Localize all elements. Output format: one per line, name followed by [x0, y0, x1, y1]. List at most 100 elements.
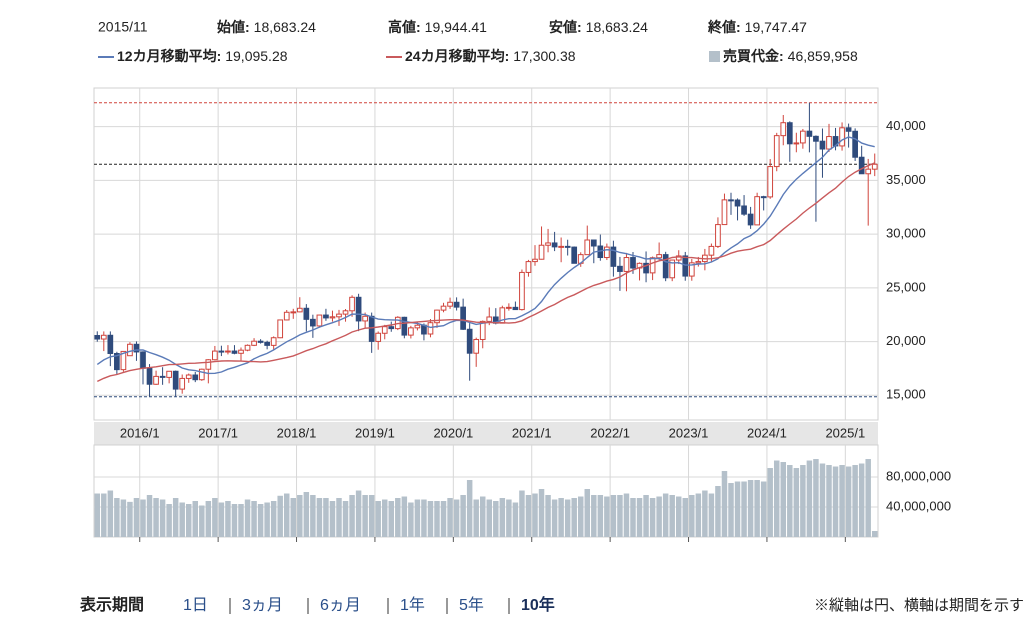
candle-body: [558, 245, 564, 248]
candle-body: [238, 349, 244, 354]
candle-body: [329, 316, 336, 319]
volume-bar: [185, 504, 192, 537]
readout-item-value: 19,747.47: [745, 19, 807, 35]
candle-body: [630, 257, 636, 269]
volume-bar: [493, 501, 499, 537]
candle-body: [826, 136, 832, 150]
volume-bar: [826, 465, 832, 537]
volume-bar: [564, 499, 571, 537]
volume-bar: [702, 490, 708, 537]
volume-bar: [264, 502, 270, 537]
x-tick-label: 2017/1: [198, 425, 238, 440]
readout-item-value: 18,683.24: [586, 19, 648, 35]
candle-body: [251, 340, 257, 346]
candle-body: [140, 351, 146, 369]
volume-bar: [767, 468, 773, 537]
candle-body: [388, 326, 395, 330]
candle-body: [355, 296, 362, 322]
readout-item: 終値: 19,747.47: [707, 19, 807, 35]
candle-body: [114, 352, 120, 371]
candle-body: [813, 135, 819, 142]
volume-bar: [858, 463, 865, 537]
candle-body: [120, 350, 127, 371]
volume-bar: [538, 489, 545, 537]
volume-bar: [270, 501, 277, 537]
readout-item-value: 18,683.24: [254, 19, 316, 35]
candle-body: [519, 271, 525, 311]
candle-body: [760, 196, 767, 199]
candle-body: [721, 199, 728, 226]
volume-bar: [656, 496, 662, 537]
candle-body: [231, 350, 238, 354]
legend-item-value: 46,859,958: [788, 48, 858, 64]
candle-body: [270, 337, 277, 346]
x-tick-label: 2022/1: [590, 425, 630, 440]
volume-bar: [669, 495, 675, 537]
volume-bar: [140, 499, 146, 537]
y-tick-label: 20,000: [886, 333, 926, 348]
volume-bar: [551, 499, 558, 537]
candle-body: [852, 130, 858, 158]
volume-bar: [571, 498, 577, 537]
period-button[interactable]: 10年: [521, 595, 555, 614]
volume-bar: [708, 493, 715, 537]
candle-body: [375, 332, 382, 342]
y-tick-label: 35,000: [886, 172, 926, 187]
volume-bar: [623, 493, 630, 537]
candle-body: [551, 242, 558, 248]
y-tick-label: 15,000: [886, 387, 926, 402]
volume-bar: [845, 466, 852, 537]
candle-body: [571, 246, 578, 264]
x-tick-label: 2016/1: [120, 425, 160, 440]
candle-body: [800, 130, 806, 144]
volume-bar: [303, 492, 310, 537]
readout-item-label: 終値:: [707, 19, 741, 35]
readout-item-value: 19,944.41: [425, 19, 487, 35]
candle-body: [473, 338, 480, 354]
volume-bar: [760, 481, 767, 537]
candle-body: [695, 261, 702, 264]
period-button[interactable]: 1日: [183, 597, 208, 614]
candle-body: [316, 314, 323, 327]
volume-bar: [453, 499, 460, 537]
x-tick-label: 2020/1: [433, 425, 473, 440]
candle-body: [212, 350, 218, 361]
legend-item: 12カ月移動平均: 19,095.28: [117, 48, 288, 64]
period-button[interactable]: 3ヵ月: [242, 597, 283, 614]
period-button[interactable]: 1年: [400, 596, 425, 614]
candle-body: [532, 258, 538, 263]
legend-item-label: 24カ月移動平均:: [405, 48, 509, 64]
legend-item-value: 19,095.28: [225, 48, 287, 64]
period-button[interactable]: 5年: [459, 596, 484, 614]
volume-bar: [813, 459, 819, 537]
candle-body: [159, 375, 166, 378]
volume-bar: [107, 490, 114, 537]
candle-body: [225, 350, 231, 353]
volume-bar: [179, 502, 185, 537]
candle-body: [682, 255, 689, 277]
candle-body: [244, 344, 251, 351]
volume-bar: [192, 501, 199, 537]
volume-bar: [212, 498, 218, 537]
candle-body: [865, 168, 872, 175]
volume-bar: [310, 495, 316, 537]
candle-body: [172, 370, 179, 390]
volume-bar: [806, 460, 813, 537]
candle-body: [185, 374, 192, 379]
legend-item-label: 売買代金:: [723, 48, 784, 64]
candle-body: [643, 262, 649, 274]
candle-body: [427, 322, 434, 335]
period-button[interactable]: 6ヵ月: [320, 597, 361, 614]
candle-body: [871, 163, 878, 170]
volume-bar: [447, 498, 453, 537]
volume-bar: [597, 495, 604, 537]
volume-bar: [460, 495, 466, 537]
candle-body: [649, 257, 656, 274]
volume-bar: [486, 499, 493, 537]
candle-body: [434, 309, 440, 324]
period-label: 表示期間: [79, 595, 144, 614]
moving-average-line: [96, 162, 875, 383]
volume-bar: [329, 501, 336, 537]
readout-date: 2015/11: [98, 19, 148, 35]
